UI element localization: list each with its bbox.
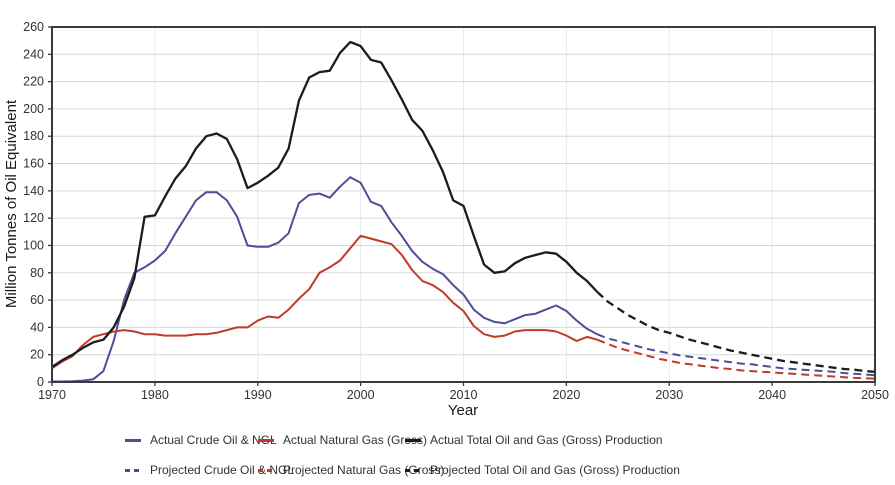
svg-text:1970: 1970 (38, 388, 66, 402)
legend-swatch-actual-crude-oil-ngl (125, 438, 141, 442)
series-line-actual-crude-oil-ngl (52, 176, 598, 383)
svg-text:2010: 2010 (450, 388, 478, 402)
svg-text:240: 240 (23, 47, 44, 61)
svg-text:220: 220 (23, 75, 44, 89)
legend-item-projected-total: Projected Total Oil and Gas (Gross) Prod… (405, 463, 680, 477)
svg-text:2030: 2030 (655, 388, 683, 402)
gridlines-layer (51, 26, 876, 383)
legend-label-projected-crude-oil-ngl: Projected Crude Oil & NGL (150, 463, 295, 477)
x-axis-title: Year (448, 402, 478, 419)
legend-label-actual-crude-oil-ngl: Actual Crude Oil & NGL (150, 433, 277, 447)
svg-text:120: 120 (23, 211, 44, 225)
svg-text:0: 0 (37, 375, 44, 389)
legend-swatch-actual-total (405, 438, 421, 442)
svg-text:20: 20 (30, 348, 44, 362)
svg-text:2040: 2040 (758, 388, 786, 402)
legend-swatch-projected-natural-gas (258, 468, 274, 472)
legend-label-projected-total: Projected Total Oil and Gas (Gross) Prod… (430, 463, 680, 477)
series-line-projected-natural-gas-gross (596, 338, 876, 380)
svg-text:160: 160 (23, 157, 44, 171)
series-line-projected-total-oil-and-gas-gross-production (596, 291, 876, 373)
series-line-actual-natural-gas-gross (51, 234, 598, 370)
svg-text:1980: 1980 (141, 388, 169, 402)
svg-text:100: 100 (23, 238, 44, 252)
series-layer (51, 40, 876, 383)
ticks-layer (48, 26, 876, 386)
svg-text:140: 140 (23, 184, 44, 198)
svg-text:2000: 2000 (347, 388, 375, 402)
legend-label-projected-natural-gas: Projected Natural Gas (Gross) (283, 463, 445, 477)
svg-text:40: 40 (30, 320, 44, 334)
svg-text:2050: 2050 (861, 388, 889, 402)
svg-text:180: 180 (23, 129, 44, 143)
svg-text:260: 260 (23, 20, 44, 34)
legend-item-actual-total: Actual Total Oil and Gas (Gross) Product… (405, 433, 663, 447)
series-line-projected-crude-oil-ngl (596, 333, 876, 377)
legend-swatch-projected-crude-oil-ngl (125, 468, 141, 472)
legend-swatch-projected-total (405, 468, 421, 472)
y-axis-title: Million Tonnes of Oil Equivalent (3, 99, 20, 308)
legend-item-projected-natural-gas: Projected Natural Gas (Gross) (258, 463, 444, 477)
svg-text:60: 60 (30, 293, 44, 307)
svg-text:2020: 2020 (552, 388, 580, 402)
chart-svg: 1970 1980 1990 2000 2010 2020 2030 2040 20500204… (3, 20, 889, 419)
svg-text:80: 80 (30, 266, 44, 280)
svg-text:1990: 1990 (244, 388, 272, 402)
series-line-actual-total-oil-and-gas-gross-production (51, 40, 599, 368)
legend-item-actual-natural-gas: Actual Natural Gas (Gross) (258, 433, 427, 447)
legend-item-projected-crude-oil-ngl: Projected Crude Oil & NGL (125, 463, 294, 477)
legend-label-actual-natural-gas: Actual Natural Gas (Gross) (283, 433, 428, 447)
legend-item-actual-crude-oil-ngl: Actual Crude Oil & NGL (125, 433, 277, 447)
legend-swatch-actual-natural-gas (258, 438, 274, 442)
svg-text:200: 200 (23, 102, 44, 116)
legend-label-actual-total: Actual Total Oil and Gas (Gross) Product… (430, 433, 663, 447)
tick-labels-layer: 1970 1980 1990 2000 2010 2020 2030 2040 20500204… (23, 20, 889, 402)
